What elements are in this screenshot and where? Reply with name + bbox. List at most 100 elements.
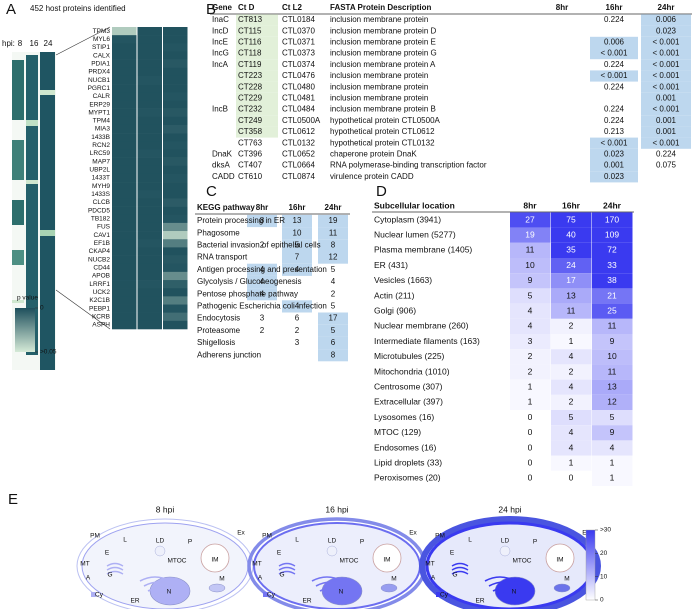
highlight [318, 336, 348, 350]
table-cell: CTL0373 [282, 49, 315, 58]
organelle-label: IM [556, 557, 563, 564]
heatmap-cell [137, 100, 162, 109]
table-cell: 2 [331, 289, 336, 298]
table-cell: 21 [607, 290, 617, 300]
heatmap-cell [163, 304, 188, 313]
heatmap-cell [137, 296, 162, 305]
heat-cell [551, 425, 592, 441]
organelle-label: ER [130, 598, 139, 605]
table-cell: hypothetical protein CTL0612 [330, 127, 435, 136]
heatmap-cell [112, 149, 137, 158]
table-cell: 0.075 [656, 161, 677, 170]
heat-cell [551, 334, 592, 350]
heat-cell [551, 242, 592, 258]
legend-title: p value [17, 295, 38, 302]
organelle-label: A [86, 575, 91, 582]
table-cell: 4 [569, 351, 574, 361]
er [323, 591, 355, 597]
highlight [236, 115, 278, 127]
heat-cell [592, 425, 633, 441]
organelle-label: P [188, 539, 192, 546]
heatmap-cell [137, 190, 162, 199]
heatmap-cell [137, 35, 162, 44]
table-cell: CTL0500A [282, 116, 321, 125]
heatmap-cell [163, 271, 188, 281]
table-cell: 2 [260, 326, 265, 335]
hpi-label: hpi: [2, 39, 15, 48]
heatmap-cell [112, 133, 137, 142]
heatmap-cell [163, 182, 188, 191]
table-cell: 1 [569, 457, 574, 467]
heatmap-cell [112, 222, 137, 232]
organelle-label: G [279, 572, 284, 579]
table-cell: 13 [607, 381, 617, 391]
heatmap-cell [163, 35, 188, 44]
highlight [236, 70, 278, 82]
heatmap-cell [112, 206, 137, 216]
heatmap-cell [137, 133, 162, 142]
highlight [236, 92, 278, 104]
heatmap-cell [137, 75, 162, 85]
protein-label: RCN2 [92, 142, 110, 149]
heatmap-cell [112, 263, 137, 273]
lipid-droplet [326, 545, 338, 557]
heatmap-cell [112, 124, 137, 134]
heat-cell [551, 258, 592, 274]
organelle-label: MT [425, 561, 434, 568]
table-cell: Phagosome [197, 228, 240, 237]
heat-cell [510, 470, 551, 486]
row-label: Endosomes (16) [374, 442, 437, 452]
table-cell: inclusion membrane protein D [330, 26, 436, 35]
table-cell: 9 [610, 336, 615, 346]
panel-label: E [8, 491, 18, 508]
organelle-label: M [564, 576, 569, 583]
heat-cell [551, 273, 592, 289]
er [315, 581, 347, 587]
table-cell: inclusion membrane protein G [330, 49, 437, 58]
table-cell: 8 [260, 216, 265, 225]
table-cell: CT763 [238, 138, 263, 147]
table-cell: Pathogenic Escherichia coli infection [197, 302, 327, 311]
heatmap-cell [163, 198, 188, 207]
heatmap-cell [137, 263, 162, 273]
protein-label: TPM4 [93, 118, 111, 125]
highlight [247, 288, 277, 301]
organelle-label: N [167, 589, 172, 596]
heatmap-cell [163, 165, 188, 175]
legend-gradient [15, 308, 35, 352]
heatmap-cell [112, 288, 137, 297]
table-cell: 9 [528, 275, 533, 285]
table-cell: 12 [329, 253, 338, 262]
table-cell: 13 [566, 290, 576, 300]
table-cell: chaperone protein DnaK [330, 150, 417, 159]
heat-cell [551, 410, 592, 426]
organelle-label: E [105, 550, 110, 557]
golgi [451, 570, 469, 575]
heatmap-cell [137, 239, 162, 248]
cell-diagram [419, 516, 601, 609]
table-cell: 4 [295, 302, 300, 311]
heatmap-cell [112, 190, 137, 199]
heat-cell [592, 258, 633, 274]
table-cell: 0.224 [604, 82, 625, 91]
heatmap-cell [112, 75, 137, 85]
protein-label: CAV1 [94, 232, 111, 239]
highlight [247, 214, 277, 228]
table-cell: 4 [528, 321, 533, 331]
table-cell: hypothetical protein CTL0132 [330, 138, 435, 147]
protein-label: KCRB [92, 313, 110, 320]
column-header: 24hr [325, 203, 342, 212]
row-label: Actin (211) [374, 290, 415, 300]
heatmap-cell [137, 149, 162, 158]
heat-cell [510, 349, 551, 365]
highlight [318, 214, 348, 228]
heat-cell [510, 455, 551, 471]
organelle-label: P [533, 539, 537, 546]
heatmap-cell [163, 247, 188, 256]
table-cell: CTL0371 [282, 38, 315, 47]
table-cell: 27 [525, 214, 535, 224]
cytoplasm-marker [263, 592, 268, 597]
table-cell: 0 [528, 457, 533, 467]
row-label: Peroxisomes (20) [374, 473, 441, 483]
mitochondrion [553, 583, 571, 593]
